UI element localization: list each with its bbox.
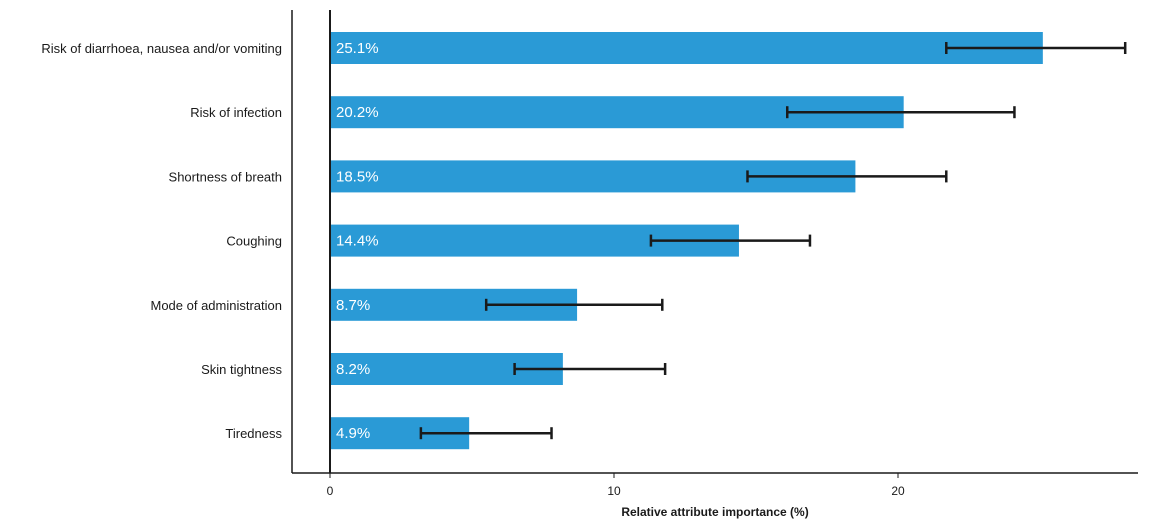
bar-value-label: 25.1%: [336, 40, 379, 57]
labels-layer: 25.1% Risk of diarrhoea, nausea and/or vo…: [41, 40, 378, 442]
bar-value-label: 4.9%: [336, 425, 370, 442]
error-bars-layer: [419, 42, 1127, 440]
category-label: Mode of administration: [150, 298, 282, 313]
category-label: Tiredness: [225, 426, 282, 441]
category-label: Shortness of breath: [169, 169, 282, 184]
category-label: Coughing: [226, 234, 282, 249]
bar-value-label: 18.5%: [336, 168, 379, 185]
x-axis-title: Relative attribute importance (%): [621, 505, 808, 519]
bar-value-label: 20.2%: [336, 104, 379, 121]
bar-value-label: 8.2%: [336, 361, 370, 378]
category-label: Skin tightness: [201, 362, 282, 377]
x-tick-label: 10: [607, 484, 621, 498]
category-label: Risk of diarrhoea, nausea and/or vomitin…: [41, 41, 282, 56]
bar-value-label: 8.7%: [336, 297, 370, 314]
category-label: Risk of infection: [190, 105, 282, 120]
bar-value-label: 14.4%: [336, 233, 379, 250]
x-tick-label: 0: [327, 484, 334, 498]
axes-layer: 0 10 20: [291, 10, 1138, 498]
bar: [330, 32, 1043, 64]
x-tick-label: 20: [891, 484, 905, 498]
